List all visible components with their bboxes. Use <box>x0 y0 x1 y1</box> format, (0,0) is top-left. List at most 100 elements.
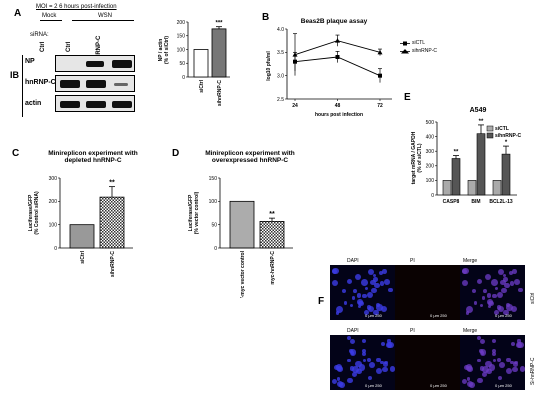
nucleus-dot <box>492 338 497 343</box>
nucleus-dot <box>465 306 473 314</box>
nucleus-dot <box>499 362 505 368</box>
nucleus-dot <box>509 360 514 365</box>
e-significance: ** <box>454 150 459 156</box>
nucleus-dot <box>357 305 361 309</box>
panel-a-label: A <box>14 8 22 19</box>
f-col-merge-2: Merge <box>463 328 478 334</box>
nucleus-dot <box>480 339 486 345</box>
nucleus-dot <box>510 341 516 347</box>
nucleus-dot <box>376 304 383 311</box>
micro-sihnrnpc-pi <box>395 335 460 390</box>
nucleus-dot <box>354 273 362 281</box>
nucleus-dot <box>466 377 470 381</box>
nucleus-dot <box>365 286 369 291</box>
nucleus-dot <box>486 368 493 375</box>
nucleus-dot <box>517 341 524 349</box>
nucleus-dot <box>487 305 491 309</box>
panel-f-label: F <box>318 296 325 307</box>
nucleus-dot <box>509 281 514 286</box>
e-legend-label-2: sihnRNP-C <box>495 133 522 139</box>
nucleus-dot <box>349 303 354 308</box>
nucleus-dot <box>513 362 519 368</box>
nucleus-dot <box>492 348 497 354</box>
panel-d-label: D <box>172 148 180 159</box>
panel-e-label: E <box>404 92 411 103</box>
b-point-sihnrnpc <box>377 49 383 55</box>
a-significance: *** <box>215 21 223 27</box>
nucleus-dot <box>362 338 367 343</box>
nucleus-dot <box>362 358 367 362</box>
nucleus-dot <box>462 280 469 287</box>
panel-a-bar-chart: 0 50 100 150 200 NP / actin(% of siCtrl) siCtr… <box>158 20 230 106</box>
e-xtick-label: CASP8 <box>443 199 460 205</box>
moi-text: MOI = 2 6 hours post-infection <box>36 4 117 10</box>
nucleus-dot <box>495 286 499 291</box>
f-row-sictrl: siCtrl <box>530 292 536 304</box>
hnrnpc-band-2 <box>86 80 106 88</box>
c-ytick-label: 0 <box>54 246 57 252</box>
micro-sictrl-dapi <box>330 265 395 320</box>
nucleus-dot <box>373 273 377 277</box>
nucleus-dot <box>461 379 468 385</box>
c-bar-2 <box>99 196 125 249</box>
panel-b-legend: siCTL sihnRNP-C <box>400 40 437 54</box>
e-ytick-label: 200 <box>426 164 435 170</box>
nucleus-dot <box>338 381 345 388</box>
nucleus-dot <box>466 311 470 315</box>
nucleus-dot <box>349 366 355 371</box>
nucleus-dot <box>363 309 370 315</box>
nucleus-dot <box>503 309 509 316</box>
a-ytick-label: 50 <box>179 61 185 67</box>
e-bar-casp8-1 <box>442 180 452 196</box>
nucleus-dot <box>367 375 373 381</box>
e-bar-bcl2l-13-1 <box>492 180 502 196</box>
nucleus-dot <box>389 366 395 372</box>
panel-d-title: Minireplicon experiment with overexpress… <box>205 150 295 164</box>
nucleus-dot <box>491 279 498 287</box>
e-ytick-label: 0 <box>431 193 434 199</box>
nucleus-dot <box>504 282 510 289</box>
ib-bracket <box>22 55 23 117</box>
b-ytick-label: 3.0 <box>277 73 284 79</box>
nucleus-dot <box>511 269 517 274</box>
nucleus-dot <box>496 292 504 299</box>
nucleus-dot <box>352 296 356 300</box>
scale-bar-1: 0 μm 250 <box>365 313 382 318</box>
nucleus-dot <box>332 268 338 275</box>
nucleus-dot <box>370 279 376 285</box>
np-band-3 <box>112 60 132 68</box>
f-col-pi-1: PI <box>410 258 415 264</box>
nucleus-dot <box>366 357 371 362</box>
nucleus-dot <box>332 280 339 287</box>
nucleus-dot <box>368 306 375 313</box>
c-xtick-label: siCtrl <box>80 250 86 263</box>
panel-b-label: B <box>262 12 270 23</box>
hnrnpc-band-3 <box>114 83 128 86</box>
nucleus-dot <box>510 305 518 313</box>
d-xtick-label: myc-hnRNP-C <box>270 251 276 285</box>
legend-item-sictl: siCTL <box>400 40 437 46</box>
nucleus-dot <box>335 364 343 371</box>
e-ytick-label: 400 <box>426 134 435 140</box>
nucleus-dot <box>366 292 374 299</box>
nucleus-dot <box>369 362 375 368</box>
d-bar-2 <box>259 221 285 249</box>
panel-c-label: C <box>12 148 20 159</box>
nucleus-dot <box>493 309 500 315</box>
nucleus-dot <box>500 279 506 285</box>
scale-bar-3: 0 μm 250 <box>495 313 512 318</box>
scale-bar-4: 0 μm 250 <box>365 383 382 388</box>
b-ytick-label: 4.0 <box>277 27 284 33</box>
nucleus-dot <box>508 270 513 275</box>
nucleus-dot <box>370 287 377 294</box>
nucleus-dot <box>367 269 374 276</box>
nucleus-dot <box>379 360 384 365</box>
nucleus-dot <box>491 351 497 356</box>
nucleus-dot <box>384 279 390 285</box>
panel-c-bar-chart: 0 100 200 300 Luciferase/GFP(% Control siRNA… <box>28 176 133 277</box>
nucleus-dot <box>472 289 477 294</box>
b-point-sictl <box>335 55 340 59</box>
nucleus-dot <box>352 372 358 378</box>
nucleus-dot <box>485 360 492 368</box>
a-bar-2 <box>211 28 227 78</box>
